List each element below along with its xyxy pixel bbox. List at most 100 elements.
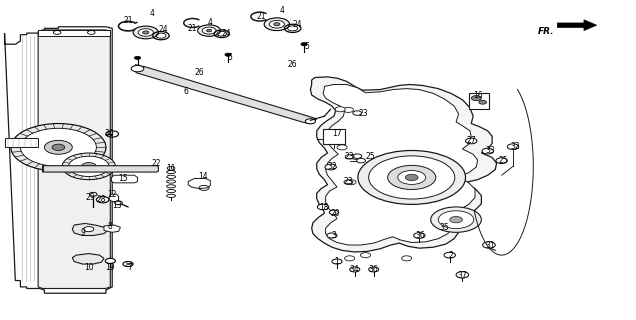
Text: 24: 24	[158, 25, 168, 35]
Circle shape	[438, 211, 474, 228]
Circle shape	[337, 145, 347, 150]
Circle shape	[346, 180, 356, 185]
Circle shape	[84, 227, 94, 232]
Circle shape	[329, 210, 338, 215]
Text: 21: 21	[123, 16, 133, 25]
Polygon shape	[469, 93, 489, 108]
Circle shape	[398, 171, 425, 184]
Polygon shape	[104, 225, 120, 232]
Circle shape	[508, 144, 519, 149]
Text: 8: 8	[108, 222, 113, 231]
Circle shape	[466, 138, 477, 144]
Circle shape	[207, 29, 212, 32]
Circle shape	[325, 164, 336, 170]
Text: 7: 7	[127, 263, 132, 272]
Polygon shape	[4, 27, 112, 293]
Polygon shape	[4, 138, 38, 147]
Polygon shape	[111, 175, 137, 183]
Text: 36: 36	[369, 265, 378, 274]
Text: 23: 23	[359, 108, 368, 117]
Circle shape	[496, 158, 508, 164]
Polygon shape	[109, 194, 118, 202]
Circle shape	[20, 128, 97, 166]
Circle shape	[388, 165, 436, 189]
Text: 13: 13	[112, 202, 121, 211]
Circle shape	[52, 144, 65, 150]
Circle shape	[350, 267, 360, 272]
Text: 23: 23	[345, 152, 354, 161]
Circle shape	[431, 207, 481, 232]
Text: 12: 12	[107, 190, 117, 199]
Text: 6: 6	[184, 87, 189, 96]
Text: 28: 28	[97, 195, 106, 204]
Circle shape	[351, 154, 361, 159]
Circle shape	[345, 155, 354, 159]
Circle shape	[369, 267, 379, 272]
Text: 14: 14	[198, 172, 207, 181]
Text: 37: 37	[457, 271, 467, 280]
Circle shape	[90, 192, 97, 196]
Polygon shape	[310, 77, 497, 252]
Circle shape	[327, 233, 337, 238]
Polygon shape	[38, 30, 110, 288]
Circle shape	[62, 153, 115, 180]
Text: 1: 1	[335, 257, 340, 266]
Circle shape	[81, 163, 97, 170]
Circle shape	[332, 259, 342, 264]
Circle shape	[358, 150, 466, 204]
Circle shape	[444, 252, 455, 258]
Circle shape	[405, 174, 418, 180]
Polygon shape	[43, 166, 158, 172]
Circle shape	[450, 216, 462, 223]
Text: 4: 4	[149, 9, 155, 18]
Circle shape	[45, 140, 73, 154]
Circle shape	[305, 119, 315, 124]
Circle shape	[202, 27, 216, 34]
Text: 4: 4	[208, 18, 213, 27]
Polygon shape	[133, 67, 317, 124]
Circle shape	[483, 242, 495, 248]
Text: 29: 29	[85, 193, 95, 202]
Circle shape	[97, 196, 109, 203]
Text: 30: 30	[104, 130, 114, 139]
Text: 25: 25	[365, 152, 375, 161]
Circle shape	[167, 166, 175, 170]
Circle shape	[225, 53, 232, 56]
Circle shape	[344, 180, 353, 184]
Text: 32: 32	[511, 142, 520, 151]
Circle shape	[456, 272, 469, 278]
Text: 35: 35	[439, 223, 450, 232]
Text: 15: 15	[118, 174, 128, 183]
Text: 24: 24	[293, 20, 303, 29]
Text: 18: 18	[319, 203, 329, 212]
Circle shape	[479, 100, 487, 104]
Polygon shape	[73, 223, 107, 236]
Text: 5: 5	[227, 53, 232, 62]
Circle shape	[138, 29, 153, 36]
Text: 26: 26	[288, 60, 298, 69]
Circle shape	[142, 31, 149, 34]
Circle shape	[343, 107, 354, 112]
Text: 23: 23	[343, 177, 353, 186]
Text: 21: 21	[188, 24, 197, 33]
Text: 3: 3	[331, 231, 336, 240]
Circle shape	[357, 158, 366, 163]
Text: 4: 4	[279, 6, 284, 15]
Polygon shape	[188, 178, 211, 188]
Text: 24: 24	[221, 28, 231, 38]
Text: FR.: FR.	[537, 27, 554, 36]
Text: 19: 19	[106, 263, 115, 272]
Text: 17: 17	[332, 130, 342, 139]
Polygon shape	[38, 30, 110, 36]
Circle shape	[471, 96, 481, 101]
Circle shape	[317, 204, 329, 210]
Polygon shape	[323, 84, 478, 245]
Circle shape	[353, 111, 362, 115]
Text: 31: 31	[485, 241, 495, 250]
Polygon shape	[557, 20, 597, 31]
Circle shape	[264, 18, 289, 31]
Text: 9: 9	[80, 228, 85, 237]
Text: 22: 22	[152, 159, 162, 168]
Circle shape	[345, 256, 355, 261]
Circle shape	[134, 56, 141, 60]
